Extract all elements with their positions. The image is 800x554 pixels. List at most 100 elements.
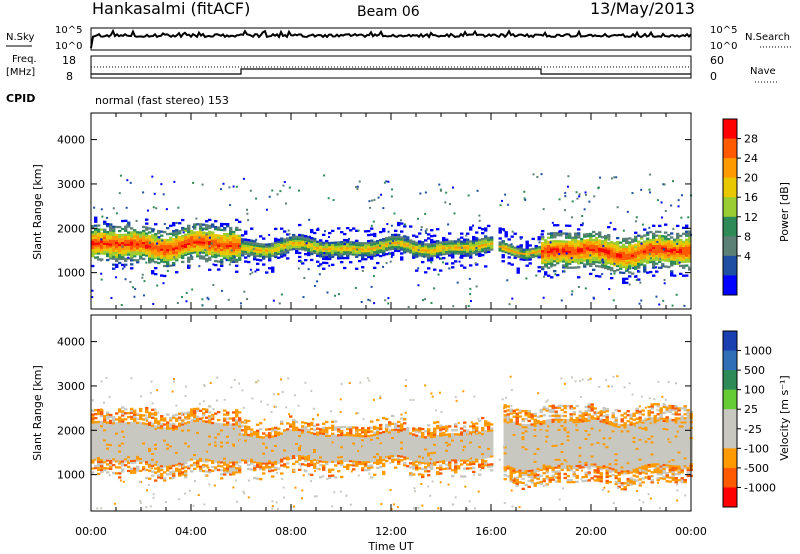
heatmap-cell bbox=[124, 452, 128, 455]
heatmap-cell bbox=[127, 237, 131, 240]
heatmap-cell bbox=[217, 252, 221, 255]
heatmap-cell bbox=[451, 246, 455, 249]
heatmap-cell bbox=[553, 234, 557, 237]
heatmap-cell bbox=[187, 417, 191, 420]
heatmap-cell bbox=[319, 460, 323, 463]
heatmap-cell bbox=[646, 261, 650, 264]
heatmap-cell bbox=[136, 427, 140, 430]
heatmap-cell bbox=[400, 222, 404, 225]
heatmap-cell bbox=[592, 244, 596, 248]
heatmap-cell bbox=[178, 468, 182, 471]
heatmap-cell bbox=[109, 241, 113, 244]
heatmap-cell bbox=[142, 191, 145, 194]
heatmap-cell bbox=[403, 225, 407, 228]
heatmap-cell bbox=[640, 251, 644, 254]
heatmap-cell bbox=[115, 263, 119, 267]
heatmap-cell bbox=[256, 258, 260, 261]
heatmap-cell bbox=[628, 271, 632, 274]
heatmap-cell bbox=[328, 456, 332, 460]
heatmap-cell bbox=[208, 457, 212, 460]
heatmap-cell bbox=[397, 243, 401, 247]
heatmap-cell bbox=[331, 438, 335, 441]
heatmap-cell bbox=[211, 439, 215, 443]
heatmap-cell bbox=[235, 421, 239, 424]
heatmap-cell bbox=[181, 435, 185, 438]
heatmap-cell bbox=[217, 424, 221, 428]
heatmap-cell bbox=[478, 250, 482, 254]
heatmap-cell bbox=[259, 456, 263, 459]
heatmap-cell bbox=[142, 460, 146, 463]
heatmap-cell bbox=[430, 235, 434, 238]
heatmap-cell bbox=[458, 260, 461, 263]
heatmap-cell bbox=[327, 197, 330, 200]
heatmap-cell bbox=[304, 457, 308, 461]
heatmap-cell bbox=[91, 289, 94, 292]
heatmap-cell bbox=[274, 466, 278, 469]
heatmap-cell bbox=[103, 455, 107, 458]
heatmap-cell bbox=[510, 243, 513, 246]
heatmap-cell bbox=[133, 253, 137, 256]
heatmap-cell bbox=[295, 432, 299, 435]
heatmap-cell bbox=[580, 251, 584, 255]
heatmap-cell bbox=[343, 244, 347, 248]
heatmap-cell bbox=[382, 230, 386, 233]
heatmap-cell bbox=[169, 429, 173, 432]
heatmap-cell bbox=[628, 237, 632, 240]
heatmap-cell bbox=[130, 433, 134, 436]
heatmap-cell bbox=[178, 462, 182, 465]
heatmap-cell bbox=[196, 437, 200, 440]
heatmap-cell bbox=[418, 254, 422, 257]
heatmap-cell bbox=[607, 265, 611, 269]
heatmap-cell bbox=[615, 176, 618, 179]
heatmap-cell bbox=[298, 243, 302, 247]
heatmap-cell bbox=[265, 446, 269, 449]
heatmap-cell bbox=[553, 258, 557, 261]
heatmap-cell bbox=[322, 434, 326, 437]
heatmap-cell bbox=[334, 420, 338, 423]
heatmap-cell bbox=[661, 235, 665, 238]
heatmap-cell bbox=[184, 239, 188, 242]
heatmap-cell bbox=[100, 234, 104, 237]
heatmap-cell bbox=[280, 454, 284, 457]
heatmap-cell bbox=[288, 186, 291, 189]
heatmap-cell bbox=[121, 454, 125, 457]
heatmap-cell bbox=[319, 464, 323, 467]
heatmap-cell bbox=[328, 440, 332, 444]
heatmap-cell bbox=[256, 433, 260, 436]
heatmap-cell bbox=[652, 254, 656, 257]
heatmap-cell bbox=[94, 224, 98, 227]
heatmap-cell bbox=[337, 438, 341, 441]
heatmap-cell bbox=[115, 450, 119, 453]
heatmap-cell bbox=[607, 255, 611, 259]
heatmap-cell bbox=[589, 250, 593, 254]
heatmap-cell bbox=[421, 260, 425, 264]
heatmap-cell bbox=[286, 428, 290, 431]
heatmap-cell bbox=[352, 227, 356, 230]
heatmap-cell bbox=[409, 247, 413, 250]
heatmap-cell bbox=[313, 446, 317, 449]
heatmap-cell bbox=[280, 460, 284, 463]
heatmap-cell bbox=[103, 427, 107, 430]
heatmap-cell bbox=[242, 177, 245, 180]
heatmap-cell bbox=[361, 258, 365, 261]
heatmap-cell bbox=[208, 224, 212, 228]
heatmap-cell bbox=[244, 429, 248, 432]
heatmap-cell bbox=[457, 246, 461, 249]
heatmap-cell bbox=[459, 256, 462, 259]
heatmap-cell bbox=[304, 459, 308, 463]
heatmap-cell bbox=[196, 465, 200, 468]
heatmap-cell bbox=[123, 265, 126, 268]
heatmap-cell bbox=[547, 242, 551, 245]
heatmap-cell bbox=[688, 246, 692, 249]
heatmap-cell bbox=[528, 262, 532, 265]
heatmap-cell bbox=[121, 428, 125, 431]
heatmap-cell bbox=[325, 438, 329, 442]
heatmap-cell bbox=[121, 432, 125, 435]
heatmap-cell bbox=[466, 248, 470, 251]
heatmap-cell bbox=[286, 257, 290, 260]
heatmap-cell bbox=[655, 250, 659, 253]
heatmap-cell bbox=[112, 235, 116, 238]
heatmap-cell bbox=[430, 241, 434, 244]
heatmap-cell bbox=[325, 430, 329, 434]
heatmap-cell bbox=[349, 241, 353, 244]
